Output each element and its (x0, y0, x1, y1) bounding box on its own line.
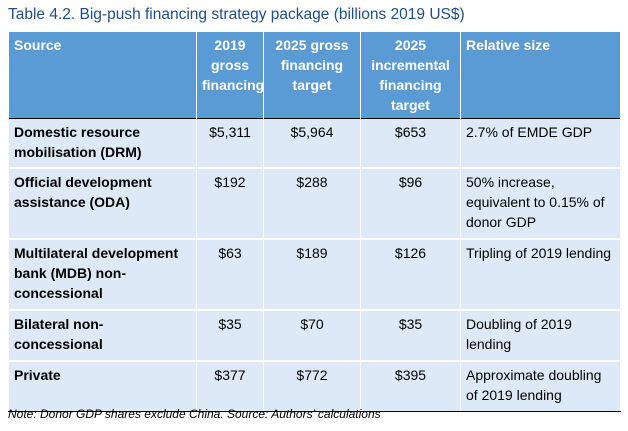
cell-source: Official development assistance (ODA) (8, 168, 197, 240)
cell-relative-size: Approximate doubling of 2019 lending (460, 361, 621, 412)
cell-2019-gross: $192 (196, 168, 264, 240)
table-row: Domestic resource mobilisation (DRM) $5,… (8, 118, 621, 169)
header-source: Source (8, 32, 197, 119)
cell-2019-gross: $5,311 (196, 118, 264, 169)
cell-2025-incremental-target: $35 (360, 310, 461, 362)
cell-2025-gross-target: $772 (263, 361, 361, 412)
cell-2025-gross-target: $189 (263, 239, 361, 311)
cell-2025-incremental-target: $126 (360, 239, 461, 311)
cell-relative-size: Tripling of 2019 lending (460, 239, 621, 311)
header-2019-gross: 2019 gross financing (196, 32, 264, 119)
table-row: Bilateral non-concessional $35 $70 $35 D… (8, 310, 621, 362)
cell-2025-incremental-target: $395 (360, 361, 461, 412)
cell-2019-gross: $63 (196, 239, 264, 311)
cell-source: Private (8, 361, 197, 412)
header-2025-incremental-target: 2025 incremental financing target (360, 32, 461, 119)
header-relative-size: Relative size (460, 32, 621, 119)
cell-source: Domestic resource mobilisation (DRM) (8, 118, 197, 169)
cell-relative-size: 2.7% of EMDE GDP (460, 118, 621, 169)
cell-2025-gross-target: $70 (263, 310, 361, 362)
cell-2019-gross: $35 (196, 310, 264, 362)
header-row: Source 2019 gross financing 2025 gross f… (8, 32, 621, 119)
financing-table: Source 2019 gross financing 2025 gross f… (8, 32, 621, 412)
cell-2019-gross: $377 (196, 361, 264, 412)
cell-relative-size: Doubling of 2019 lending (460, 310, 621, 362)
table-row: Private $377 $772 $395 Approximate doubl… (8, 361, 621, 412)
cell-2025-gross-target: $288 (263, 168, 361, 240)
cell-source: Bilateral non-concessional (8, 310, 197, 362)
table-title: Table 4.2. Big-push financing strategy p… (8, 6, 465, 23)
cell-2025-gross-target: $5,964 (263, 118, 361, 169)
cell-2025-incremental-target: $653 (360, 118, 461, 169)
cell-relative-size: 50% increase, equivalent to 0.15% of don… (460, 168, 621, 240)
cell-source: Multilateral development bank (MDB) non-… (8, 239, 197, 311)
table-row: Multilateral development bank (MDB) non-… (8, 239, 621, 311)
cell-2025-incremental-target: $96 (360, 168, 461, 240)
table-note: Note: Donor GDP shares exclude China. So… (8, 407, 381, 421)
header-2025-gross-target: 2025 gross financing target (263, 32, 361, 119)
table-row: Official development assistance (ODA) $1… (8, 168, 621, 240)
